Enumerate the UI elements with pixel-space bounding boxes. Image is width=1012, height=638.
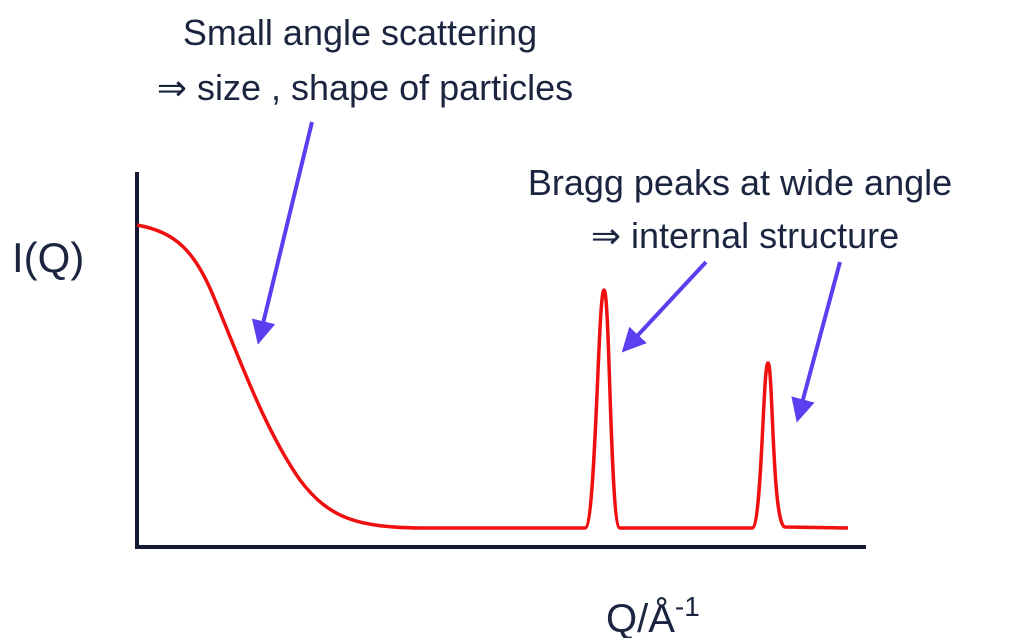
arrow [621,260,708,353]
annotation-text: ⇒ internal structure [591,215,899,256]
intensity-curve [136,223,849,530]
arrow [791,261,842,423]
axes [135,172,866,549]
annotation-text: Small angle scattering [183,12,537,53]
y-axis-label: I(Q) [12,234,84,281]
x-axis-label-superscript: -1 [675,591,700,622]
arrow [251,121,314,345]
arrows [251,121,842,423]
annotation-text: ⇒ size , shape of particles [157,67,573,108]
x-axis-label: Q/Å-1 [606,591,700,638]
annotation-text: Bragg peaks at wide angle [528,162,952,203]
x-axis-label-text: Q/Å [606,596,675,638]
